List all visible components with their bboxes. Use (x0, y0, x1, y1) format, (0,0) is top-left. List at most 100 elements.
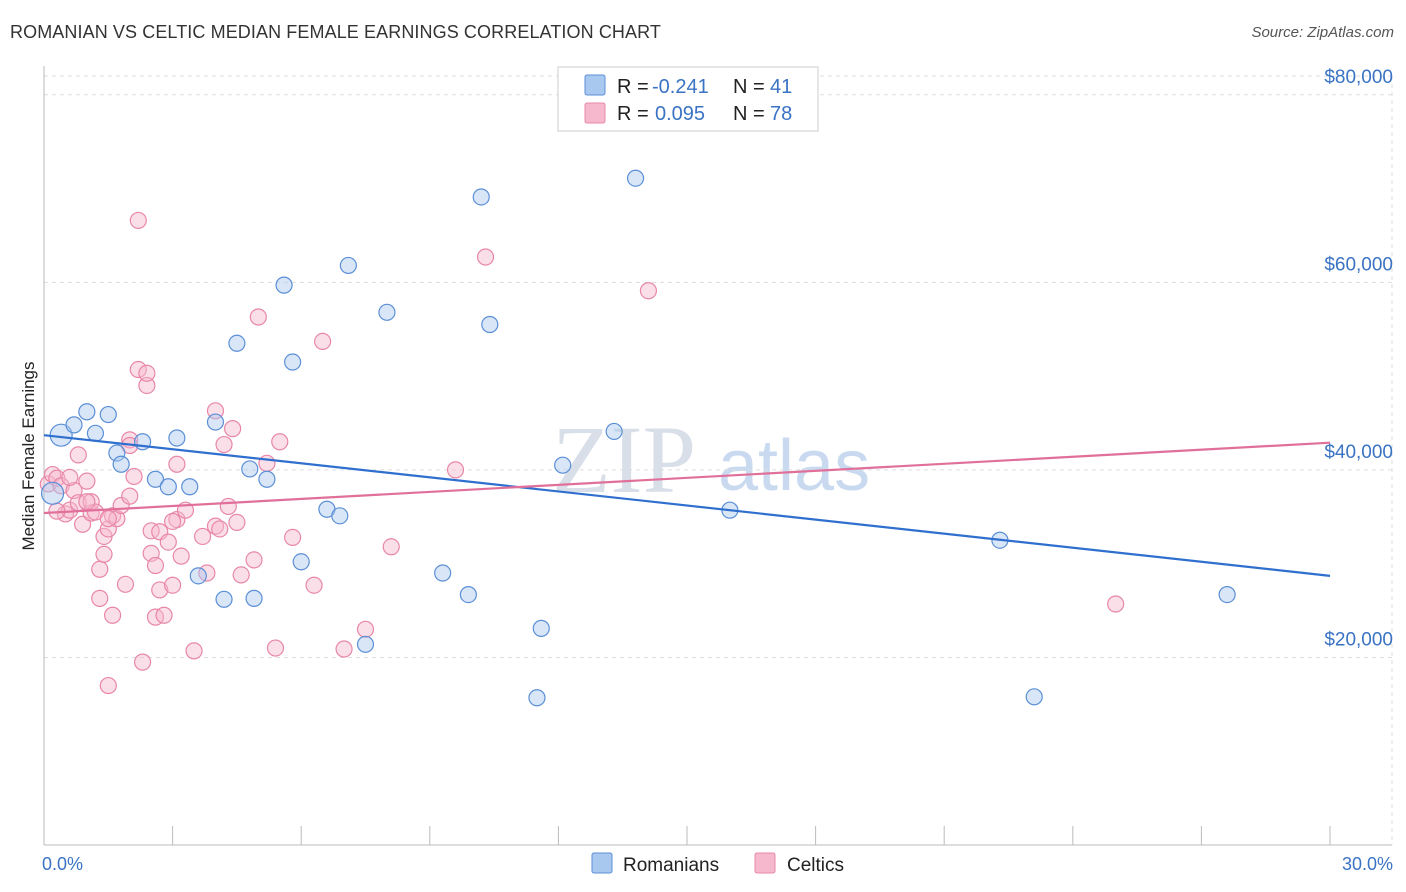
celtics-point (164, 576, 182, 594)
romanians-point (554, 456, 572, 474)
celtics-point (258, 454, 276, 472)
celtics-point (164, 512, 182, 531)
celtics-point (215, 435, 233, 454)
x-tick-label-min: 0.0% (42, 854, 83, 874)
celtics-point (116, 575, 135, 593)
celtics-point (125, 467, 143, 486)
romanians-point (1025, 688, 1043, 706)
celtics-point (78, 493, 96, 511)
celtics-point (224, 420, 242, 438)
romanians-point (434, 564, 452, 582)
romanians-point (532, 619, 550, 637)
celtics-point (382, 538, 400, 556)
y-tick-label: $40,000 (1324, 442, 1393, 463)
romanians-point (245, 589, 263, 607)
celtics-points (39, 211, 1125, 695)
celtics-point (155, 606, 173, 624)
y-tick-label: $20,000 (1324, 629, 1393, 650)
celtics-n-label: N = (733, 103, 765, 125)
celtics-point (99, 510, 117, 528)
y-tick-label: $80,000 (1324, 67, 1393, 88)
celtics-point (138, 376, 156, 395)
celtics-point (639, 282, 658, 300)
romanians-point (86, 424, 105, 442)
gridlines (44, 75, 1393, 845)
romanians-point (258, 470, 276, 488)
romanians-point (241, 460, 259, 478)
romanians-n-value: 41 (770, 76, 792, 98)
celtics-point (356, 620, 375, 638)
celtics-point (172, 547, 190, 565)
romanians-point (378, 303, 396, 321)
romanians-point (206, 413, 225, 431)
celtics-trend-line (43, 441, 1331, 515)
romanians-point (292, 553, 310, 571)
celtics-point (95, 545, 113, 563)
romanians-point (168, 429, 186, 447)
y-axis-label: Median Female Earnings (19, 362, 38, 551)
romanians-point (108, 444, 126, 462)
celtics-point (211, 520, 229, 538)
romanians-point (40, 481, 65, 505)
celtics-point (151, 581, 169, 599)
celtics-point (266, 639, 285, 657)
celtics-point (168, 455, 186, 473)
x-tick-label-max: 30.0% (1342, 854, 1393, 874)
watermark-atlas: atlas (718, 426, 870, 506)
celtics-point (219, 497, 237, 516)
romanians-point (356, 635, 375, 653)
romanians-r-label: R = (617, 76, 649, 98)
romanians-point (459, 586, 477, 604)
romanians-point (339, 256, 357, 275)
romanians-point (65, 416, 83, 434)
celtics-point (228, 513, 246, 531)
celtics-r-value: 0.095 (655, 103, 705, 125)
celtics-n-value: 78 (770, 103, 792, 125)
celtics-point (314, 332, 332, 350)
romanians-point (1218, 586, 1236, 604)
romanians-point (215, 590, 233, 608)
celtics-point (78, 472, 96, 490)
romanians-point (189, 567, 207, 585)
celtics-point (194, 527, 212, 546)
celtics-point (61, 468, 79, 486)
romanians-point (284, 353, 302, 371)
romanians-point (112, 455, 130, 473)
celtics-point (185, 642, 203, 660)
romanians-n-label: N = (733, 76, 765, 98)
celtics-legend-label: Celtics (787, 855, 844, 876)
celtics-point (146, 556, 165, 575)
romanians-point (626, 169, 645, 187)
romanians-points (40, 169, 1236, 707)
romanians-point (528, 689, 546, 707)
celtics-r-label: R = (617, 103, 649, 125)
celtics-point (39, 475, 57, 493)
trend-lines (43, 434, 1331, 577)
celtics-point (232, 566, 250, 584)
celtics-legend-swatch (584, 102, 606, 124)
celtics-point (1107, 595, 1125, 613)
chart-title: ROMANIAN VS CELTIC MEDIAN FEMALE EARNING… (10, 22, 661, 42)
celtics-point (129, 211, 147, 230)
celtics-point (91, 589, 109, 607)
celtics-point (271, 433, 289, 451)
celtics-point (142, 522, 160, 540)
celtics-point (305, 576, 323, 594)
celtics-point (129, 360, 147, 379)
tick-labels: $20,000 $40,000 $60,000 $80,000 0.0% 30.0% (42, 67, 1393, 874)
romanians-legend-swatch (584, 74, 606, 96)
series-legend: Romanians Celtics (591, 852, 844, 876)
celtics-point (249, 308, 267, 326)
stats-legend: R = -0.241 N = 41 R = 0.095 N = 78 (557, 66, 819, 132)
romanians-point (472, 188, 490, 206)
romanians-legend-label: Romanians (623, 855, 719, 876)
celtics-point (133, 653, 152, 671)
celtics-point (91, 560, 109, 578)
romanians-point (275, 276, 293, 294)
celtics-point (284, 528, 302, 547)
romanians-bottom-swatch (591, 852, 613, 874)
celtics-point (335, 640, 353, 658)
celtics-point (103, 606, 122, 624)
celtics-point (476, 248, 495, 266)
